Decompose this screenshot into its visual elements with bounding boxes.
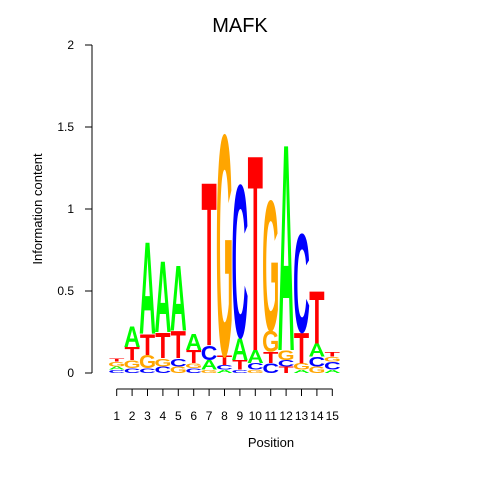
- logo-letter-a: A: [293, 369, 310, 374]
- logo-letter-g: G: [201, 369, 218, 374]
- logo-letter-a: A: [324, 369, 341, 374]
- logo-letter-a: A: [124, 320, 141, 353]
- x-tick-label: 14: [310, 409, 324, 423]
- logo-letter-c: C: [201, 341, 218, 364]
- logo-letter-c: C: [247, 361, 264, 371]
- logo-letter-c: C: [278, 358, 295, 368]
- x-tick-label: 11: [264, 409, 277, 423]
- logo-letter-c: C: [170, 356, 187, 369]
- logo-letter-a: A: [139, 215, 156, 363]
- logo-letter-t: T: [186, 346, 202, 367]
- logo-letter-g: G: [247, 369, 264, 374]
- logo-letter-g: G: [262, 163, 279, 371]
- chart-title: MAFK: [212, 15, 268, 37]
- logo-letter-t: T: [232, 358, 248, 373]
- logo-letter-t: T: [309, 275, 324, 360]
- logo-letter-t: T: [201, 134, 216, 396]
- logo-letter-a: A: [247, 347, 264, 367]
- logo-letter-g: G: [124, 358, 141, 371]
- x-axis: 1 2 3 4 5 6 7 8 9 10 11 12 13 14 15: [113, 388, 340, 423]
- logo-letter-g: G: [185, 362, 202, 370]
- logo-letter-a: A: [108, 366, 125, 371]
- logo-letter-t: T: [294, 325, 310, 373]
- logo-letter-g: G: [154, 356, 171, 369]
- x-tick-label: 7: [206, 409, 213, 423]
- logo-letter-t: T: [109, 357, 124, 362]
- y-axis-title: Information content: [30, 153, 45, 265]
- logo-letter-t: T: [155, 326, 170, 367]
- x-tick-label: 10: [249, 409, 263, 423]
- x-tick-label: 6: [190, 409, 197, 423]
- y-axis: 0 0.5 1 1.5 2: [57, 38, 93, 380]
- y-tick-label: 0.5: [57, 284, 74, 298]
- logo-letter-g: G: [308, 365, 325, 375]
- y-tick-label: 0: [67, 366, 74, 380]
- logo-letter-c: C: [293, 205, 310, 363]
- logo-letter-c: C: [139, 367, 156, 375]
- logo-letter-g: G: [278, 347, 295, 363]
- logo-letter-g: G: [293, 362, 310, 372]
- y-tick-label: 1.5: [57, 120, 74, 134]
- logo-letter-c: C: [232, 139, 249, 384]
- logo-letter-g: G: [139, 353, 156, 373]
- logo-letter-g: G: [216, 69, 233, 423]
- logo-letter-a: A: [278, 82, 295, 413]
- logo-letter-c: C: [108, 369, 125, 374]
- x-tick-label: 3: [144, 409, 151, 423]
- x-tick-label: 5: [175, 409, 182, 423]
- x-axis-title: Position: [248, 435, 294, 450]
- logo-letter-c: C: [185, 367, 202, 375]
- logo-letter-a: A: [170, 247, 187, 351]
- x-tick-label: 13: [295, 409, 309, 423]
- logo-letter-a: A: [216, 369, 233, 374]
- logo-letter-a: A: [201, 358, 218, 373]
- logo-letter-g: G: [170, 365, 187, 375]
- logo-letter-c: C: [309, 355, 326, 370]
- logo-letter-t: T: [263, 349, 279, 366]
- logo-letter-a: A: [155, 240, 172, 354]
- logo-letter-g: G: [324, 356, 341, 364]
- logo-letter-t: T: [124, 343, 140, 364]
- x-tick-label: 8: [221, 409, 228, 423]
- x-tick-label: 2: [129, 409, 136, 423]
- logo-letter-c: C: [232, 369, 249, 374]
- logo-letter-c: C: [216, 364, 233, 372]
- logo-letter-t: T: [140, 328, 156, 362]
- y-tick-label: 2: [67, 38, 74, 52]
- logo-letter-t: T: [278, 365, 294, 375]
- x-tick-label: 12: [279, 409, 293, 423]
- logo-letter-c: C: [155, 365, 172, 375]
- logo-letter-a: A: [232, 331, 249, 366]
- x-tick-label: 1: [113, 409, 120, 423]
- logo-letter-c: C: [124, 367, 141, 375]
- logo-letter-t: T: [217, 353, 233, 368]
- logo-letter-c: C: [262, 361, 279, 376]
- logo-letter-a: A: [309, 341, 326, 361]
- logo-letter-c: C: [324, 359, 341, 372]
- logo-letter-a: A: [185, 329, 202, 355]
- logo-letter-t: T: [171, 324, 186, 367]
- x-tick-label: 9: [237, 409, 244, 423]
- x-tick-label: 15: [326, 409, 340, 423]
- logo-letter-t: T: [248, 98, 263, 411]
- y-tick-label: 1: [67, 202, 74, 216]
- logo-letter-t: T: [325, 350, 340, 358]
- logo-letter-g: G: [262, 324, 279, 358]
- x-tick-label: 4: [160, 409, 167, 423]
- logo-letter-g: G: [108, 361, 125, 369]
